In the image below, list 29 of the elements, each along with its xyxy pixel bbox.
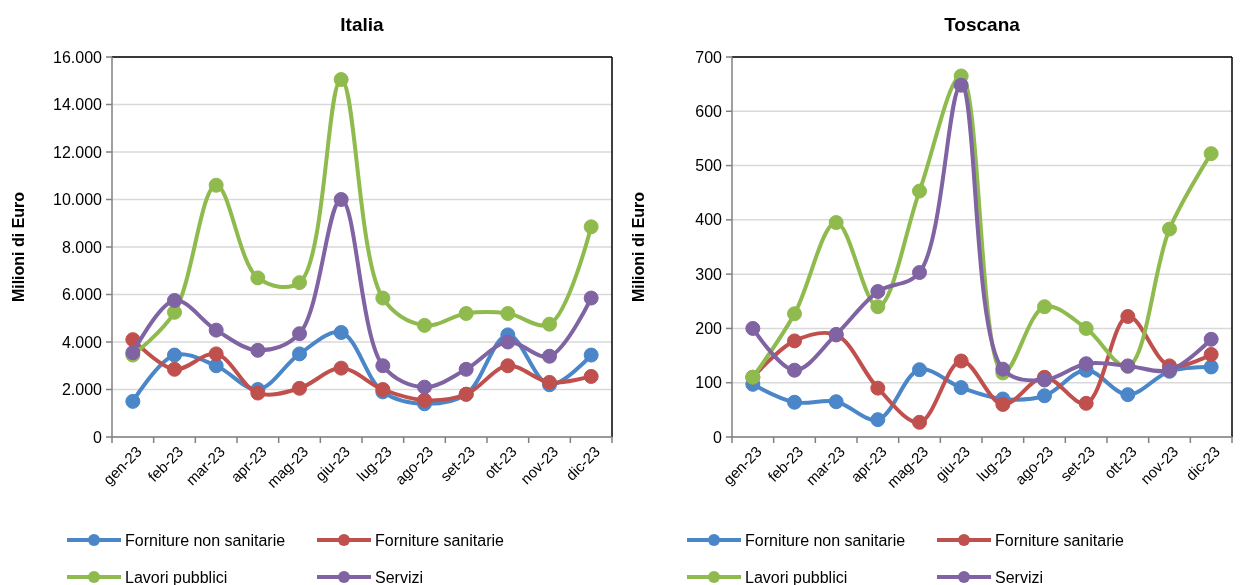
y-tick-label: 400 (695, 211, 723, 229)
chart-title: Italia (340, 14, 385, 35)
legend-label: Forniture sanitarie (995, 531, 1125, 549)
y-axis-title: Milioni di Euro (10, 191, 27, 303)
y-tick-label: 12.000 (53, 143, 103, 161)
y-tick-label: 600 (695, 102, 723, 120)
legend-label: Servizi (375, 568, 424, 585)
chart-title: Toscana (944, 14, 1021, 35)
y-tick-label: 0 (93, 428, 103, 446)
legend-label: Forniture non sanitarie (745, 531, 906, 549)
y-tick-label: 200 (695, 320, 723, 338)
y-tick-label: 16.000 (53, 48, 103, 66)
y-axis-title: Milioni di Euro (630, 191, 647, 303)
y-tick-label: 100 (695, 374, 723, 392)
y-tick-label: 700 (695, 48, 723, 66)
legend-label: Forniture sanitarie (375, 531, 505, 549)
legend-label: Forniture non sanitarie (125, 531, 286, 549)
legend-label: Lavori pubblici (125, 568, 228, 585)
legend-label: Servizi (995, 568, 1044, 585)
y-tick-label: 500 (695, 157, 723, 175)
y-tick-label: 2.000 (61, 381, 103, 399)
legend-label: Lavori pubblici (745, 568, 848, 585)
y-tick-label: 4.000 (61, 333, 103, 351)
y-tick-label: 300 (695, 265, 723, 283)
y-tick-label: 14.000 (53, 96, 103, 114)
y-tick-label: 10.000 (53, 191, 103, 209)
y-tick-label: 8.000 (61, 238, 103, 256)
y-tick-label: 6.000 (61, 286, 103, 304)
y-tick-label: 0 (713, 428, 723, 446)
